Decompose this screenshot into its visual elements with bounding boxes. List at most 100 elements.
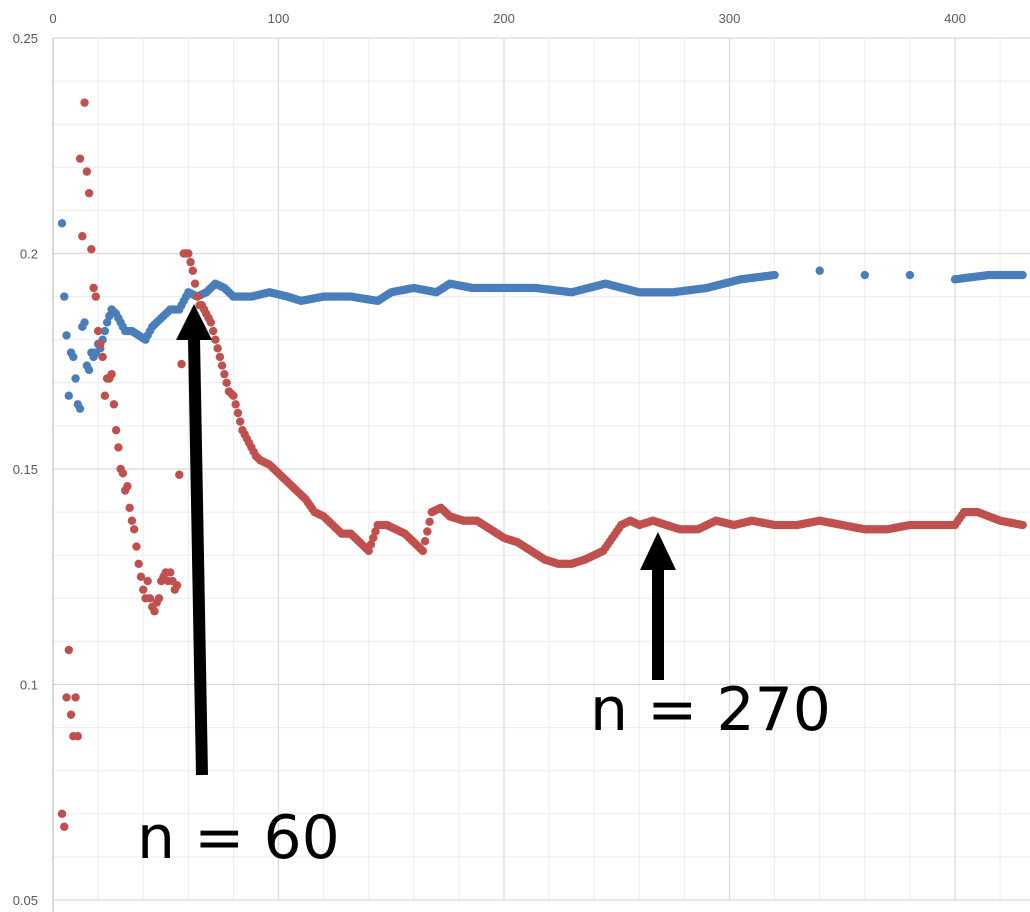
- data-point: [220, 369, 229, 379]
- data-point: [231, 400, 240, 409]
- data-point: [206, 318, 216, 327]
- data-point: [208, 326, 218, 336]
- data-point: [177, 359, 186, 369]
- data-point: [217, 361, 227, 370]
- data-point: [905, 270, 915, 280]
- data-point: [84, 365, 94, 375]
- data-point: [222, 378, 231, 387]
- series-2: [57, 98, 1027, 831]
- data-point: [366, 540, 376, 549]
- data-point: [1018, 270, 1027, 280]
- data-point: [233, 408, 243, 418]
- x-tick-label: 300: [719, 11, 741, 26]
- arrow-head: [176, 304, 212, 340]
- data-point: [371, 527, 380, 536]
- data-point: [184, 249, 193, 258]
- data-point: [78, 232, 87, 241]
- data-point: [100, 391, 110, 400]
- y-tick-label: 0.15: [13, 462, 38, 477]
- data-point: [114, 443, 123, 452]
- data-point: [215, 352, 225, 362]
- x-tick-label: 0: [49, 11, 56, 26]
- data-point: [89, 283, 98, 293]
- data-point: [62, 331, 71, 340]
- data-point: [64, 391, 73, 400]
- arrow-shaft: [188, 337, 208, 776]
- data-point: [143, 576, 152, 586]
- data-point: [425, 517, 434, 526]
- data-point: [75, 154, 85, 163]
- data-point: [93, 326, 103, 336]
- data-point: [154, 594, 164, 603]
- annotation-1: n = 60: [137, 304, 340, 873]
- data-point: [60, 822, 69, 831]
- data-point: [62, 693, 71, 702]
- data-point: [66, 710, 76, 719]
- data-point: [136, 572, 146, 581]
- data-point: [57, 219, 67, 228]
- data-point: [211, 335, 220, 344]
- data-point: [102, 318, 112, 327]
- data-point: [75, 404, 85, 413]
- data-point: [369, 533, 378, 543]
- data-point: [69, 352, 78, 362]
- data-point: [80, 98, 89, 107]
- annotation-2: n = 270: [590, 532, 831, 745]
- data-point: [1018, 520, 1027, 530]
- y-tick-label: 0.2: [20, 247, 38, 262]
- data-point: [64, 645, 73, 655]
- data-point: [145, 594, 155, 603]
- data-point: [82, 167, 92, 176]
- data-point: [96, 339, 105, 349]
- data-point: [229, 391, 238, 400]
- arrow-head: [640, 532, 676, 570]
- data-point: [71, 374, 80, 383]
- data-point: [423, 527, 432, 536]
- y-tick-label: 0.1: [20, 678, 38, 693]
- data-point: [139, 585, 148, 594]
- x-tick-label: 100: [268, 11, 290, 26]
- data-point: [150, 607, 159, 616]
- data-point: [84, 188, 94, 198]
- data-point: [60, 292, 69, 301]
- data-point: [213, 344, 222, 353]
- data-point: [111, 426, 121, 435]
- data-point: [815, 266, 824, 275]
- x-tick-label: 200: [493, 11, 515, 26]
- data-point: [186, 257, 195, 267]
- data-point: [418, 546, 428, 556]
- data-point: [860, 270, 869, 280]
- data-point: [770, 270, 779, 280]
- data-point: [71, 693, 80, 702]
- data-point: [80, 318, 89, 327]
- data-point: [175, 470, 184, 479]
- y-tick-labels: 0.25 0.2 0.15 0.1 0.05: [13, 31, 38, 908]
- data-point: [132, 542, 141, 551]
- data-point: [107, 369, 116, 379]
- x-tick-labels: 0 100 200 300 400: [49, 11, 965, 26]
- data-point: [190, 279, 200, 288]
- data-point: [109, 400, 119, 409]
- data-point: [123, 482, 132, 491]
- annotations: n = 60 n = 270: [137, 304, 831, 873]
- x-tick-label: 400: [944, 11, 966, 26]
- data-point: [166, 568, 175, 577]
- data-point: [98, 352, 107, 362]
- data-point: [420, 536, 430, 546]
- annotation-label: n = 60: [137, 803, 340, 873]
- annotation-label: n = 270: [590, 675, 831, 745]
- y-tick-label: 0.05: [13, 893, 38, 908]
- data-point: [118, 469, 128, 478]
- y-tick-label: 0.25: [13, 31, 38, 46]
- data-point: [188, 266, 198, 275]
- data-point: [129, 525, 139, 534]
- data-point: [364, 546, 373, 556]
- data-point: [127, 516, 137, 525]
- data-point: [87, 244, 96, 254]
- data-point: [134, 559, 143, 569]
- data-point: [91, 292, 101, 301]
- data-point: [235, 417, 245, 426]
- data-series: [57, 98, 1027, 831]
- data-point: [100, 326, 110, 336]
